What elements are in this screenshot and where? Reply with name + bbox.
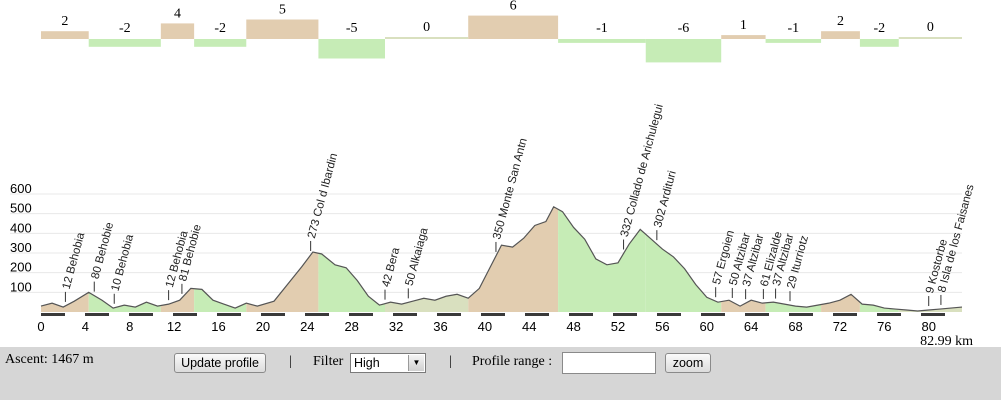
grade-bar	[246, 19, 319, 39]
grade-bar	[88, 39, 161, 47]
x-tick-label: 44	[522, 319, 536, 334]
grade-bar	[160, 23, 195, 39]
profile-area-segment	[721, 300, 766, 312]
grade-label: 0	[927, 20, 934, 35]
waypoint-label: 42 Bera	[380, 246, 402, 289]
y-tick-label: 400	[10, 220, 32, 235]
x-tick-label: 76	[877, 319, 891, 334]
profile-area-segment	[194, 288, 247, 312]
grade-label: 4	[174, 6, 181, 21]
x-tick-label: 48	[566, 319, 580, 334]
grade-bar	[41, 31, 89, 39]
grade-label: -1	[787, 21, 799, 36]
waypoint-label: 273 Col d Ibardin	[306, 152, 340, 240]
grade-label: -6	[678, 21, 690, 36]
x-tick-label: 40	[478, 319, 492, 334]
profile-area-segment	[246, 252, 319, 312]
profile-area-segment	[88, 292, 161, 312]
grade-label: 2	[837, 14, 844, 29]
waypoint-label: 12 Behobia	[61, 231, 88, 291]
profile-area-segment	[384, 294, 469, 312]
grade-bar	[859, 39, 899, 47]
grade-label: 1	[740, 18, 747, 33]
x-tick-label: 12	[167, 319, 181, 334]
ascent-label: Ascent: 1467 m	[5, 352, 94, 367]
grade-label: -2	[214, 21, 226, 36]
waypoint-label: 80 Behobie	[90, 221, 117, 280]
total-distance-label: 82.99 km	[920, 334, 973, 347]
grade-bar	[765, 39, 822, 43]
y-tick-label: 500	[10, 201, 32, 216]
profile-areas	[40, 205, 963, 312]
waypoint-label: 50 Alkaiaga	[404, 226, 431, 287]
chevron-down-icon[interactable]: ▼	[408, 355, 424, 371]
x-tick-label: 8	[126, 319, 133, 334]
waypoint-label: 8 Isla de los Faisanes	[936, 183, 976, 294]
grade-label: 2	[61, 14, 68, 29]
x-tick-label: 0	[37, 319, 44, 334]
grade-bar	[898, 37, 962, 39]
grade-label: -2	[873, 21, 885, 36]
x-tick-label: 4	[82, 319, 89, 334]
grade-bar	[194, 39, 247, 47]
waypoint-label: 10 Behobia	[110, 233, 137, 293]
filter-label: Filter	[313, 354, 344, 369]
grade-label: 0	[423, 20, 430, 35]
update-profile-button[interactable]: Update profile	[174, 353, 266, 373]
grade-bar	[558, 39, 646, 43]
profile-area-segment	[318, 253, 385, 312]
zoom-button[interactable]: zoom	[665, 353, 711, 373]
grade-bar	[384, 37, 469, 39]
y-tick-label: 100	[10, 279, 32, 294]
x-tick-label: 72	[833, 319, 847, 334]
elevation-profile-chart: 2 -24-25-5 06-1 -6 1 -1 2 -2 0 10020030040050060…	[10, 0, 977, 347]
grade-bar	[721, 35, 766, 39]
profile-area-segment	[468, 206, 559, 312]
x-tick-label: 60	[700, 319, 714, 334]
y-tick-label: 300	[10, 240, 32, 255]
axes: 0 4 8 12 16 20 24 28 32 36 40 44 48 52 56 60 64 68 72 76 80	[37, 313, 962, 334]
x-tick-label: 80	[921, 319, 935, 334]
profile-range-input[interactable]	[562, 352, 656, 374]
grade-label: 6	[510, 0, 517, 14]
grid: 100 200 300 400 500 600	[10, 181, 962, 294]
grade-bar	[821, 31, 860, 39]
separator: |	[289, 354, 292, 369]
grade-label: -1	[596, 21, 608, 36]
x-tick-label: 36	[433, 319, 447, 334]
profile-area-segment	[821, 294, 860, 312]
x-tick-label: 28	[344, 319, 358, 334]
grade-bar	[468, 15, 559, 39]
x-tick-label: 52	[611, 319, 625, 334]
profile-area-segment	[41, 292, 89, 312]
x-tick-label: 68	[788, 319, 802, 334]
profile-range-label: Profile range :	[472, 354, 553, 369]
x-tick-label: 56	[655, 319, 669, 334]
profile-area-segment	[765, 302, 822, 312]
grade-bars: 2 -2 4 -2 5 -5 0 6 -1 -6 1 -1 2 -2 0	[41, 0, 962, 63]
x-tick-label: 64	[744, 319, 758, 334]
x-tick-label: 32	[389, 319, 403, 334]
filter-select-value: High	[354, 356, 380, 370]
grade-label: -5	[346, 21, 358, 36]
grade-bar	[318, 39, 385, 59]
x-tick-label: 24	[300, 319, 314, 334]
profile-line	[40, 205, 963, 312]
grade-label: -2	[119, 21, 131, 36]
filter-select[interactable]: High ▼	[350, 353, 426, 373]
waypoint-label: 302 Ardituri	[652, 170, 679, 229]
waypoint-label: 350 Monte San Antn	[491, 137, 530, 241]
x-tick-label: 20	[256, 319, 270, 334]
y-tick-label: 200	[10, 260, 32, 275]
grade-bar	[645, 39, 722, 63]
control-bar: Ascent: 1467 m Update profile | Filter H…	[0, 347, 1001, 400]
y-tick-label: 600	[10, 181, 32, 196]
x-tick-label: 16	[211, 319, 225, 334]
separator: |	[449, 354, 452, 369]
grade-label: 5	[279, 3, 286, 18]
